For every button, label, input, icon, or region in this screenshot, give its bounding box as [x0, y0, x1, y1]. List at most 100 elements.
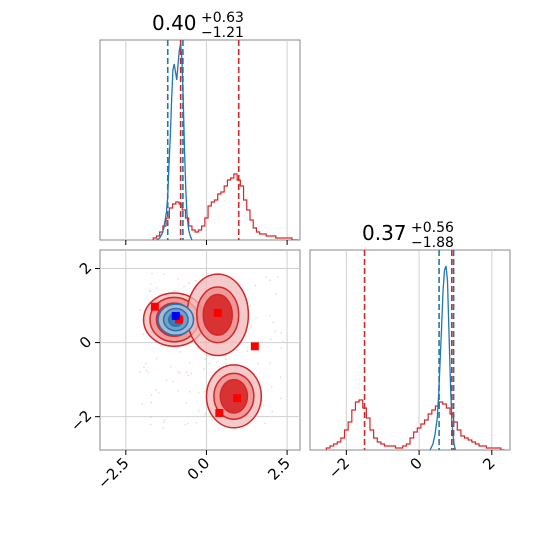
hist-y-content: [325, 250, 505, 450]
joint-sample-point: [187, 374, 190, 377]
blue-marker-0: [171, 311, 180, 320]
joint-sample-point: [216, 361, 218, 364]
joint-sample-point: [270, 385, 273, 388]
joint-sample-point: [169, 365, 172, 368]
joint-sample-point: [189, 390, 191, 393]
joint-sample-point: [150, 394, 153, 396]
joint-sample-point: [155, 287, 158, 289]
joint-sample-point: [197, 347, 200, 350]
joint-sample-point: [265, 276, 267, 278]
joint-sample-point: [249, 305, 251, 307]
hy-xtick-label-1: 0: [406, 454, 425, 473]
joint-sample-point: [277, 276, 279, 278]
joint-sample-point: [204, 358, 207, 361]
joint-sample-point: [204, 390, 206, 393]
hist-y-title: 0.37: [362, 221, 407, 245]
joint-sample-point: [280, 332, 283, 334]
red-marker-2: [213, 308, 222, 317]
jt-xtick-label-2: 2.5: [264, 454, 294, 484]
joint-sample-point: [178, 372, 181, 374]
hist-x-title-lower: −1.21: [201, 25, 244, 41]
joint-sample-point: [279, 376, 282, 379]
joint-sample-point: [188, 362, 191, 364]
joint-sample-point: [268, 314, 271, 317]
joint-sample-point: [197, 392, 200, 394]
joint-sample-point: [158, 392, 160, 394]
joint-sample-point: [149, 289, 151, 292]
joint-sample-point: [150, 416, 152, 418]
joint-sample-point: [211, 418, 213, 421]
hist-y-frame: [309, 249, 511, 451]
joint-sample-point: [269, 362, 271, 364]
joint-sample-point: [185, 371, 188, 373]
joint-sample-point: [164, 419, 166, 421]
joint-sample-point: [190, 372, 192, 375]
joint-sample-point: [207, 272, 209, 275]
joint-sample-point: [203, 415, 205, 417]
hist-x-grid: [125, 40, 288, 240]
red-marker-5: [233, 394, 242, 403]
jt-ytick-label-1: 0: [76, 333, 95, 352]
joint-sample-point: [188, 282, 190, 284]
joint-sample-point: [270, 338, 273, 341]
joint-sample-point: [184, 423, 187, 426]
joint-sample-point: [162, 421, 165, 423]
jt-ytick-label-2: 2: [76, 259, 95, 278]
joint-sample-point: [250, 325, 253, 328]
joint-sample-point: [177, 371, 180, 373]
joint-sample-point: [204, 412, 207, 415]
hist-x-ticks: [125, 240, 288, 245]
joint-sample-point: [177, 278, 180, 280]
joint-sample-point: [139, 309, 141, 311]
hist-x-title-upper: +0.63: [201, 10, 244, 26]
joint-sample-point: [147, 371, 150, 374]
joint-sample-point: [208, 362, 211, 365]
joint-sample-point: [138, 371, 141, 373]
joint-sample-point: [236, 349, 238, 351]
joint-sample-point: [280, 346, 282, 349]
joint-sample-point: [173, 289, 175, 292]
joint-sample-point: [155, 357, 158, 360]
red-marker-0: [150, 302, 159, 311]
red-marker-3: [250, 342, 259, 351]
hy-xtick-label-0: −2: [325, 454, 353, 482]
hx-series-1-line: [156, 43, 193, 240]
joint-sample-point: [177, 390, 179, 392]
hist-x-content: [152, 40, 299, 240]
joint-sample-point: [155, 389, 157, 391]
hist-y-title-upper: +0.56: [411, 220, 454, 236]
joint-sample-point: [212, 357, 215, 360]
hist-x-title: 0.40: [152, 11, 197, 35]
joint-sample-point: [165, 379, 168, 382]
hist-y-title-value: 0.37: [362, 221, 407, 245]
joint-sample-point: [224, 358, 227, 360]
joint-sample-point: [271, 410, 274, 413]
joint-sample-point: [272, 321, 275, 324]
joint-sample-point: [151, 272, 153, 275]
joint-sample-point: [264, 422, 266, 425]
joint-sample-point: [186, 422, 189, 425]
joint-sample-point: [194, 279, 197, 282]
hx-series-0-step: [152, 173, 299, 240]
joint-sample-point: [150, 401, 153, 404]
panel-joint: −2.5 0.0 2.5 −2 0 2: [67, 249, 301, 493]
joint-sample-point: [142, 333, 144, 336]
joint-sample-point: [183, 285, 185, 288]
jt-ytick-label-0: −2: [67, 407, 95, 435]
joint-sample-point: [257, 362, 259, 365]
hy-xtick-label-2: 2: [479, 454, 498, 473]
hist-y-title-lower: −1.88: [411, 235, 454, 251]
joint-sample-point: [225, 363, 227, 365]
joint-sample-point: [246, 350, 249, 353]
joint-sample-point: [255, 316, 257, 319]
red-marker-4: [215, 408, 224, 417]
hist-x-frame: [99, 39, 301, 241]
joint-sample-point: [172, 380, 174, 383]
hist-y-ticks: −2 0 2: [325, 450, 499, 482]
joint-sample-point: [144, 362, 147, 365]
joint-sample-point: [248, 327, 251, 329]
joint-sample-point: [275, 293, 278, 295]
joint-sample-point: [179, 351, 181, 353]
joint-sample-point: [145, 369, 148, 372]
